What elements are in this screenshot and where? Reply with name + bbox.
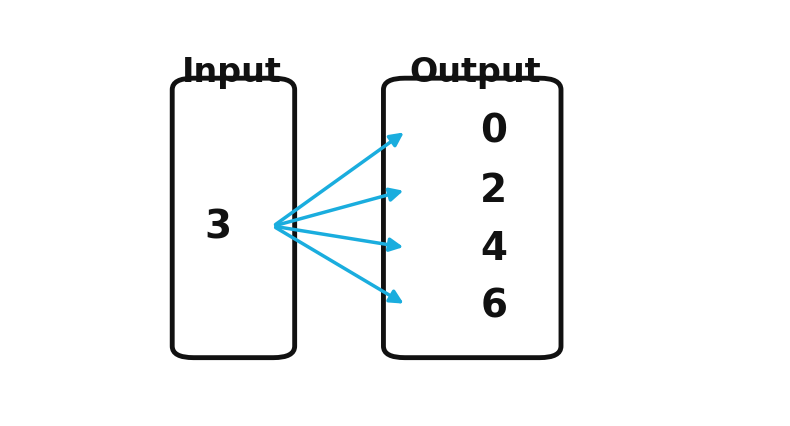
Text: 2: 2 — [480, 172, 507, 210]
FancyBboxPatch shape — [172, 79, 295, 358]
Text: 3: 3 — [205, 207, 231, 245]
Text: 4: 4 — [480, 229, 507, 267]
Text: 6: 6 — [480, 286, 507, 324]
FancyBboxPatch shape — [383, 79, 561, 358]
Text: Input: Input — [182, 56, 282, 89]
Text: Output: Output — [409, 56, 541, 89]
Text: 0: 0 — [480, 112, 507, 150]
